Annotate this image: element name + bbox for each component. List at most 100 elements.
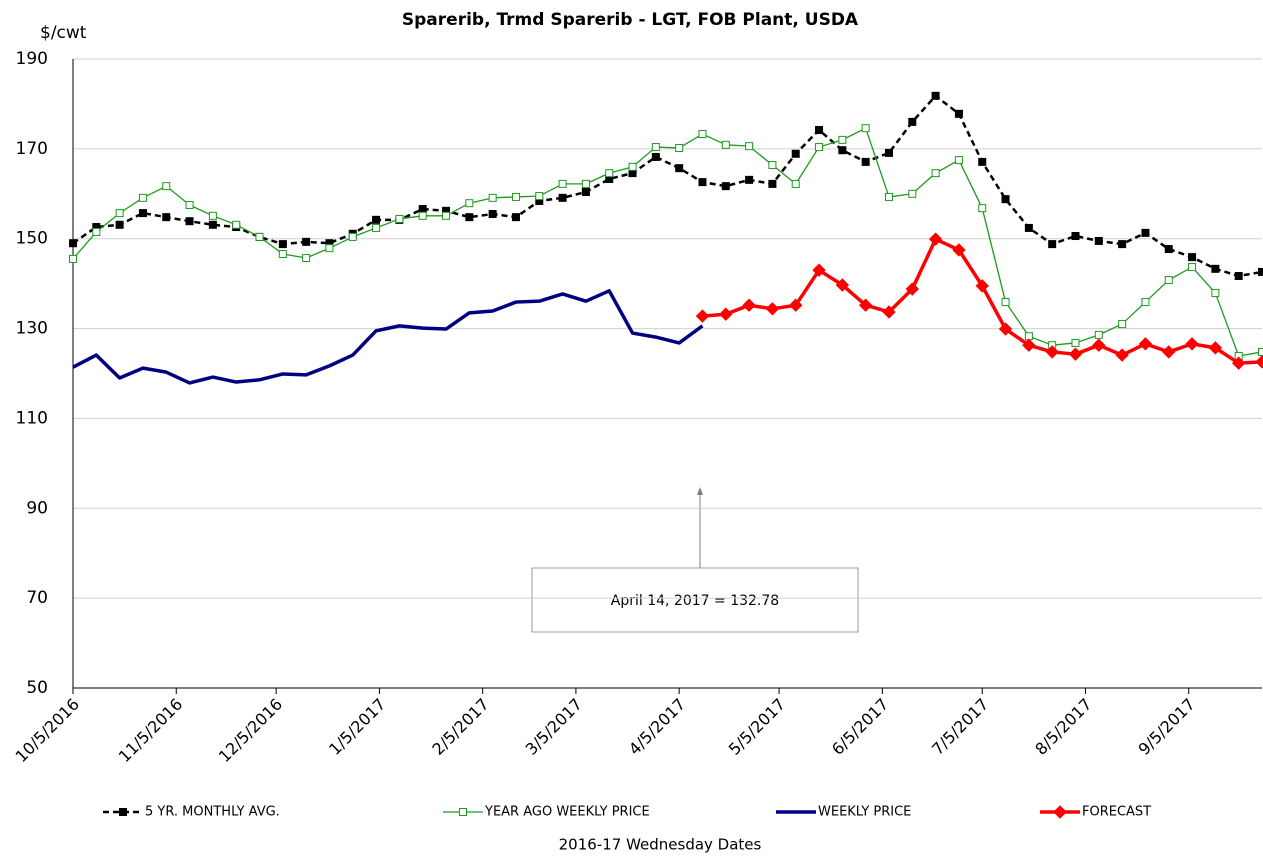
x-tick-label: 6/5/2017 [828,695,892,759]
x-tick-label: 4/5/2017 [625,695,689,759]
marker [162,213,171,222]
marker [1188,253,1197,262]
marker [558,179,567,188]
marker [1138,337,1153,351]
marker [1118,240,1127,249]
marker [1141,228,1150,237]
marker [558,193,567,202]
marker [255,232,264,241]
marker [675,143,684,152]
marker [954,109,963,118]
marker [348,232,357,241]
marker [581,187,590,196]
marker [278,249,287,258]
marker [1162,345,1176,359]
legend-label: WEEKLY PRICE [818,805,911,820]
marker [1068,347,1083,361]
marker [208,211,217,220]
marker [954,156,963,165]
series-line [72,289,704,385]
y-tick-label: 90 [26,498,48,518]
marker [395,214,404,223]
marker [789,298,803,312]
marker [1208,341,1223,355]
y-tick-label: 150 [16,229,48,249]
marker [1231,356,1246,370]
marker [418,211,427,220]
marker [278,240,287,249]
marker [1094,236,1103,245]
marker [931,169,940,178]
marker [162,182,171,191]
x-tick-label: 2/5/2017 [428,695,492,759]
marker [372,223,381,232]
marker [208,220,217,229]
marker [908,189,917,198]
legend-label: 5 YR. MONTHLY AVG. [145,805,280,820]
marker [815,143,824,152]
x-tick-label: 5/5/2017 [725,695,789,759]
x-tick-label: 12/5/2016 [215,695,286,766]
legend-label: FORECAST [1082,805,1151,820]
marker [975,279,989,293]
series-line [702,237,1263,365]
marker [861,124,870,133]
marker [325,244,334,253]
x-tick-label: 9/5/2017 [1134,695,1198,759]
marker [721,182,730,191]
marker [791,149,800,158]
marker [1258,267,1263,276]
marker [115,209,124,218]
marker [861,157,870,166]
marker [768,161,777,170]
series-line [72,127,1263,357]
marker [1022,338,1036,352]
marker [1141,298,1150,307]
marker [838,146,847,155]
x-tick-label: 3/5/2017 [522,695,586,759]
marker [138,209,147,218]
y-tick-label: 170 [16,139,48,159]
marker [698,130,707,139]
x-axis-label: 2016-17 Wednesday Dates [559,836,762,854]
y-tick-label: 190 [16,49,48,69]
x-tick-label: 7/5/2017 [928,695,992,759]
marker [1071,338,1080,347]
marker [1234,272,1243,281]
marker [695,309,710,323]
marker [882,305,896,319]
marker [1048,240,1057,249]
marker [651,143,660,152]
marker [675,164,684,173]
marker [1188,263,1197,272]
marker [765,302,780,316]
marker [1211,289,1220,298]
legend-marker [119,808,127,816]
marker [92,227,101,236]
marker [884,148,893,157]
marker [511,213,520,222]
marker [511,192,520,201]
marker [719,307,733,321]
marker [69,239,77,248]
marker [605,169,614,178]
marker [1164,276,1173,285]
x-tick-label: 8/5/2017 [1031,695,1095,759]
marker [302,254,311,263]
marker [185,217,194,226]
marker [742,298,756,312]
y-axis-label: $/cwt [40,23,87,43]
marker [535,192,544,201]
marker [1024,223,1033,232]
marker [905,282,920,296]
marker [835,278,850,292]
marker [791,179,800,188]
marker [1001,298,1010,307]
x-tick-label: 1/5/2017 [325,695,389,759]
marker [651,152,660,161]
marker [1092,338,1106,352]
marker [698,178,707,187]
y-tick-label: 70 [26,588,48,608]
marker [232,220,241,229]
